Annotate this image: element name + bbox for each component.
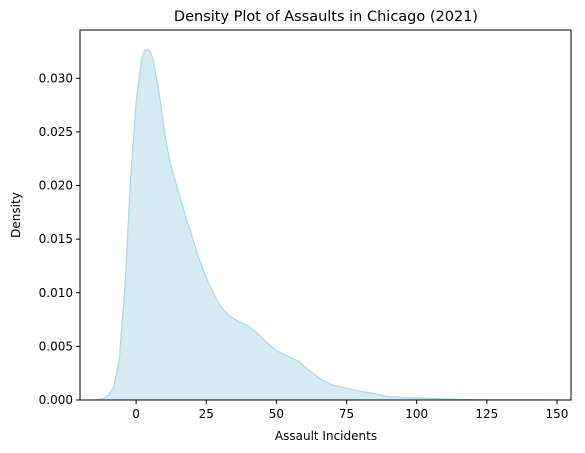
x-tick-label: 150 [546,407,569,421]
x-tick-label: 100 [405,407,428,421]
density-area [94,49,566,401]
y-tick-label: 0.025 [39,125,73,139]
x-axis: 0 25 50 75 100 125 150 [132,400,568,421]
y-axis: 0.000 0.005 0.010 0.015 0.020 0.025 0.030 [39,71,80,407]
x-tick-label: 50 [269,407,284,421]
chart-title: Density Plot of Assaults in Chicago (202… [174,9,478,25]
y-tick-label: 0.015 [39,232,73,246]
y-tick-label: 0.005 [39,339,73,353]
x-tick-label: 125 [475,407,498,421]
x-tick-label: 75 [339,407,354,421]
y-tick-label: 0.030 [39,71,73,85]
y-tick-label: 0.000 [39,393,73,407]
density-line [93,48,566,401]
plot-frame [79,29,572,401]
y-axis-label: Density [9,192,23,238]
y-tick-label: 0.020 [39,179,73,193]
x-tick-label: 25 [199,407,214,421]
x-axis-label: Assault Incidents [275,429,377,443]
x-tick-label: 0 [132,407,140,421]
y-tick-label: 0.010 [39,286,73,300]
